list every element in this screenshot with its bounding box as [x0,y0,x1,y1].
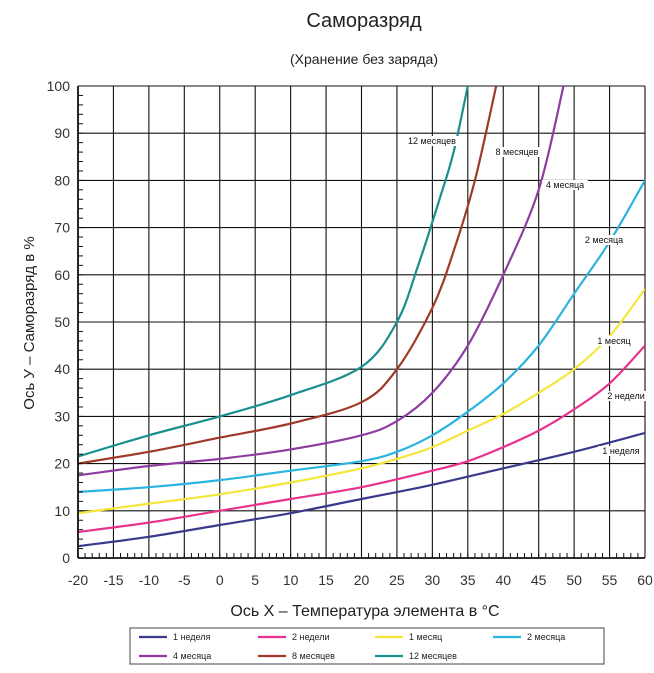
series-line-labels: 1 неделя 2 недели 1 месяц 2 месяца 4 месяца 8… [404,136,649,456]
x-tick-label: -10 [139,572,159,588]
series-line-label-3: 1 месяц [597,336,630,346]
series-line-label-1: 1 неделя [602,446,639,456]
line-label-bg [593,336,635,346]
series-line-label-5: 4 месяца [546,180,584,190]
x-tick-label: 60 [637,572,653,588]
x-tick-label: 55 [602,572,618,588]
series-line-4 [78,179,645,493]
y-tick-label: 10 [54,503,70,519]
y-tick-label: 100 [47,78,71,94]
legend-label-5: 4 месяца [173,651,211,661]
plot-axes [77,85,646,559]
y-tick-label: 90 [54,125,70,141]
x-tick-label: 45 [531,572,547,588]
line-label-bg [581,235,627,245]
x-axis-label: Ось X – Температура элемента в °C [230,603,499,620]
series-lines [78,86,645,548]
legend-label-3: 1 месяц [409,632,442,642]
x-tick-label: 20 [354,572,370,588]
series-line-2 [78,344,645,534]
legend: 1 неделя 2 недели 1 месяц 2 месяца 4 месяца 8… [129,627,605,665]
series-line-1 [78,431,645,548]
y-tick-label: 80 [54,172,70,188]
x-tick-label: 35 [460,572,476,588]
series-line-6 [78,86,498,465]
series-line-3 [78,288,645,515]
x-tick-label: 25 [389,572,405,588]
x-tick-label: 40 [495,572,511,588]
series-line-label-2: 2 недели [607,391,645,401]
legend-label-7: 12 месяцев [409,651,457,661]
y-tick-label: 40 [54,361,70,377]
series-line-label-6: 8 месяцев [496,147,539,157]
line-label-bg [491,147,543,157]
legend-box [129,627,605,665]
line-label-bg [542,180,588,190]
line-label-bg [603,391,649,401]
y-tick-label: 30 [54,408,70,424]
series-line-7 [78,86,469,458]
series-line-label-4: 2 месяца [585,235,623,245]
line-label-bg [404,136,460,146]
x-tick-label: 5 [251,572,259,588]
tick-labels: 0 10 20 30 40 50 60 70 80 90 100 -20 -15 -10 -5 0 5 10 15 2… [47,78,653,588]
x-tick-label: -5 [178,572,191,588]
y-tick-label: 60 [54,267,70,283]
x-tick-label: 0 [216,572,224,588]
y-tick-label: 50 [54,314,70,330]
series-line-5 [78,86,565,477]
chart-subtitle: (Хранение без заряда) [290,51,438,67]
legend-label-4: 2 месяца [527,632,565,642]
x-tick-label: 30 [425,572,441,588]
legend-label-6: 8 месяцев [292,651,335,661]
x-tick-label: -20 [68,572,88,588]
legend-label-2: 2 недели [292,632,330,642]
x-tick-label: 10 [283,572,299,588]
y-axis-label: Ось У – Саморазряд в % [21,236,38,409]
line-label-bg [598,446,644,456]
x-tick-label: 50 [566,572,582,588]
chart-title: Саморазряд [306,10,422,32]
series-line-label-7: 12 месяцев [408,136,456,146]
x-tick-label: 15 [318,572,334,588]
x-tick-label: -15 [103,572,123,588]
legend-label-1: 1 неделя [173,632,210,642]
y-tick-label: 0 [62,550,70,566]
y-tick-label: 70 [54,220,70,236]
y-tick-label: 20 [54,456,70,472]
